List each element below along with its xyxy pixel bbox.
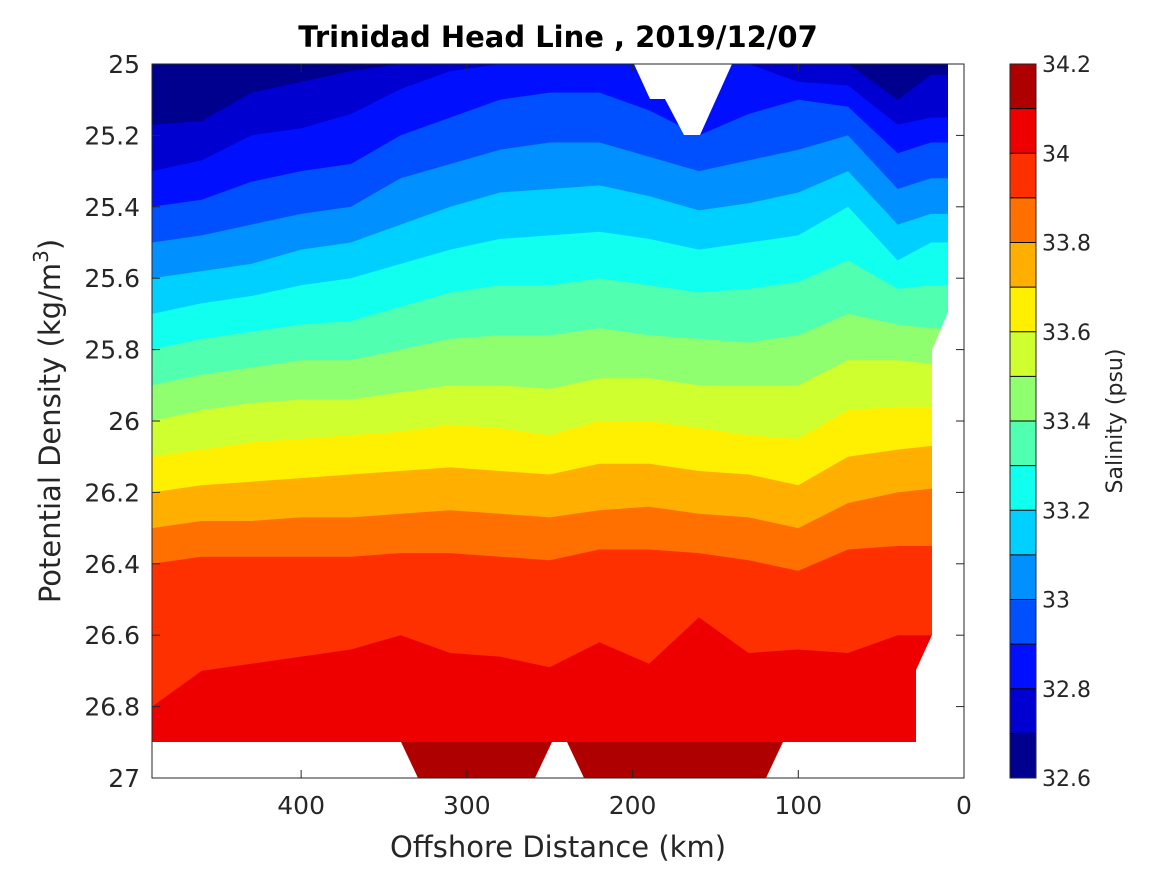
no-data-region-right (916, 64, 964, 778)
colorbar: 32.6 32.8 33 33.2 33.4 33.6 33.8 34 34.2 (1009, 53, 1091, 792)
colorbar-swatch (1010, 242, 1036, 288)
y-axis-label: Potential Density (kg/m3) (29, 239, 67, 603)
colorbar-swatch (1010, 64, 1036, 109)
no-data-region-bottom-mid (535, 742, 584, 778)
colorbar-tick-label: 34 (1042, 142, 1070, 167)
y-axis-label-superscript: 3 (29, 250, 53, 263)
x-tick-label: 300 (443, 791, 491, 820)
colorbar-tick-label: 33.8 (1042, 232, 1091, 257)
y-tick-label: 26.2 (84, 478, 140, 507)
contour-band (401, 742, 783, 778)
plot-area (152, 64, 964, 778)
colorbar-tick-label: 32.8 (1042, 678, 1091, 703)
colorbar-swatch (1010, 733, 1036, 778)
colorbar-swatch (1010, 421, 1036, 466)
x-axis-label: Offshore Distance (km) (390, 830, 726, 864)
colorbar-swatch (1010, 688, 1036, 734)
y-tick-label: 25.8 (84, 336, 140, 365)
x-tick-label: 200 (609, 791, 657, 820)
colorbar-tick-label: 33 (1042, 589, 1070, 614)
x-axis-ticks: 400 300 200 100 0 (277, 64, 972, 820)
y-tick-label: 25.6 (84, 264, 140, 293)
colorbar-label: Salinity (psu) (1103, 349, 1128, 494)
colorbar-swatch (1010, 153, 1036, 198)
y-tick-label: 25.2 (84, 121, 140, 150)
colorbar-swatch (1010, 376, 1036, 421)
no-data-region-bottom-left (152, 742, 418, 778)
no-data-masks (152, 64, 964, 778)
y-axis-label-close: ) (33, 239, 67, 250)
colorbar-swatch (1010, 108, 1036, 154)
x-tick-label: 100 (774, 791, 822, 820)
y-tick-label: 26.6 (84, 621, 140, 650)
y-tick-label: 25.4 (84, 193, 140, 222)
colorbar-swatch (1010, 331, 1036, 377)
y-axis-ticks: 25 25.2 25.4 25.6 25.8 26 26.2 26.4 26.6 26.8 27 (84, 50, 964, 793)
y-tick-label: 26.8 (84, 693, 140, 722)
colorbar-swatch (1010, 465, 1036, 511)
y-tick-label: 26 (108, 407, 140, 436)
colorbar-swatch (1010, 287, 1036, 332)
colorbar-tick-label: 33.4 (1042, 410, 1091, 435)
y-tick-label: 27 (108, 764, 140, 793)
no-data-region-top (634, 64, 732, 135)
contour-bands (152, 64, 964, 778)
x-tick-label: 0 (956, 791, 972, 820)
colorbar-swatch (1010, 554, 1036, 600)
y-tick-label: 26.4 (84, 550, 140, 579)
contour-band (152, 617, 964, 778)
colorbar-swatch (1010, 644, 1036, 689)
colorbar-frame (1009, 63, 1037, 779)
colorbar-tick-label: 32.6 (1042, 767, 1091, 792)
no-data-region-bottom-right (766, 742, 916, 778)
colorbar-swatch (1010, 197, 1036, 243)
colorbar-tick-label: 33.2 (1042, 499, 1091, 524)
y-axis-label-text: Potential Density (kg/m (33, 263, 67, 603)
colorbar-tick-label: 34.2 (1042, 53, 1091, 78)
colorbar-swatch (1010, 599, 1036, 645)
colorbar-tick-label: 33.6 (1042, 321, 1091, 346)
x-tick-label: 400 (277, 791, 325, 820)
colorbar-swatch (1010, 510, 1036, 555)
y-tick-label: 25 (108, 50, 140, 79)
chart-title: Trinidad Head Line , 2019/12/07 (298, 20, 818, 54)
